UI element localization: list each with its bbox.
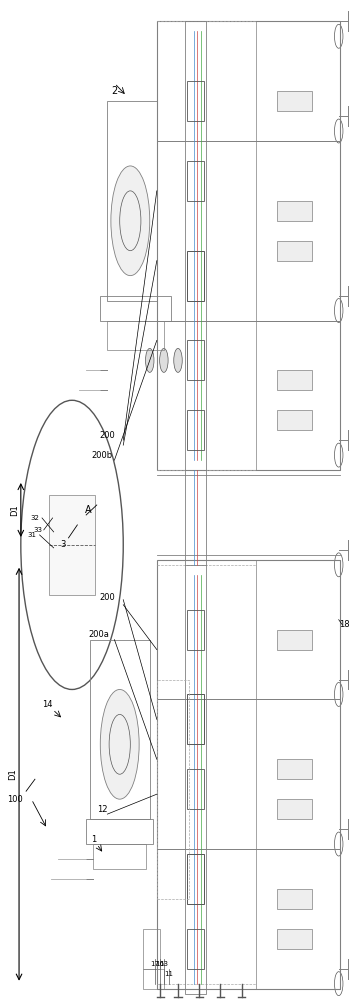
Text: 13: 13 <box>159 961 168 967</box>
Bar <box>256 21 340 141</box>
Bar <box>277 929 312 949</box>
Bar <box>187 340 204 380</box>
Text: D1: D1 <box>10 504 19 516</box>
Text: 16: 16 <box>155 961 164 967</box>
Circle shape <box>174 348 182 372</box>
Bar <box>185 21 206 470</box>
Text: 31: 31 <box>28 532 37 538</box>
Bar <box>187 854 204 904</box>
Bar <box>187 81 204 121</box>
Circle shape <box>146 348 154 372</box>
Bar <box>100 296 171 320</box>
Bar <box>256 320 340 470</box>
Circle shape <box>75 546 81 562</box>
Bar <box>277 201 312 221</box>
Text: 3: 3 <box>61 540 66 549</box>
Circle shape <box>54 558 60 574</box>
Circle shape <box>54 534 60 550</box>
Circle shape <box>75 570 81 586</box>
Text: 32: 32 <box>31 515 40 521</box>
Bar <box>187 610 204 650</box>
Bar <box>93 844 146 869</box>
Text: 2: 2 <box>111 86 117 96</box>
Circle shape <box>75 558 81 574</box>
Bar <box>187 694 204 744</box>
Bar <box>256 141 340 321</box>
Bar <box>277 799 312 819</box>
Circle shape <box>100 689 139 799</box>
Text: 200: 200 <box>99 431 115 440</box>
Text: 100: 100 <box>7 795 22 804</box>
Bar <box>143 929 160 969</box>
Text: 1: 1 <box>90 835 96 844</box>
Text: 200: 200 <box>99 593 115 602</box>
Bar <box>157 680 189 899</box>
Bar <box>277 889 312 909</box>
Circle shape <box>75 498 81 514</box>
Bar <box>49 495 95 595</box>
Text: 200a: 200a <box>88 630 109 639</box>
Bar <box>277 410 312 430</box>
Circle shape <box>54 546 60 562</box>
Bar <box>108 101 157 301</box>
Text: 14: 14 <box>42 700 53 709</box>
Text: 18: 18 <box>339 620 349 629</box>
Circle shape <box>54 498 60 514</box>
Bar <box>277 630 312 650</box>
Bar <box>277 759 312 779</box>
Bar <box>277 241 312 261</box>
Bar <box>187 161 204 201</box>
Circle shape <box>54 570 60 586</box>
Text: D1: D1 <box>8 768 17 780</box>
Bar <box>256 699 340 849</box>
Circle shape <box>159 348 168 372</box>
Bar <box>187 929 204 969</box>
Text: 11: 11 <box>165 971 174 977</box>
Text: 33: 33 <box>33 527 42 533</box>
Bar <box>157 560 340 989</box>
Bar <box>143 969 164 989</box>
Bar <box>108 320 164 350</box>
Bar <box>187 410 204 450</box>
Text: 200b: 200b <box>91 451 112 460</box>
Bar <box>90 640 150 819</box>
Bar <box>277 91 312 111</box>
Text: A: A <box>85 505 91 515</box>
Circle shape <box>75 534 81 550</box>
Circle shape <box>111 166 150 276</box>
Circle shape <box>75 522 81 538</box>
Bar <box>187 769 204 809</box>
Bar <box>187 251 204 301</box>
Circle shape <box>75 510 81 526</box>
Circle shape <box>62 524 74 560</box>
Bar <box>86 819 153 844</box>
Bar <box>157 21 340 470</box>
Bar <box>256 560 340 699</box>
Text: 17: 17 <box>151 961 159 967</box>
Bar <box>185 565 206 994</box>
Circle shape <box>54 510 60 526</box>
Text: 12: 12 <box>97 805 107 814</box>
Bar <box>277 370 312 390</box>
Circle shape <box>54 522 60 538</box>
Bar <box>256 849 340 989</box>
